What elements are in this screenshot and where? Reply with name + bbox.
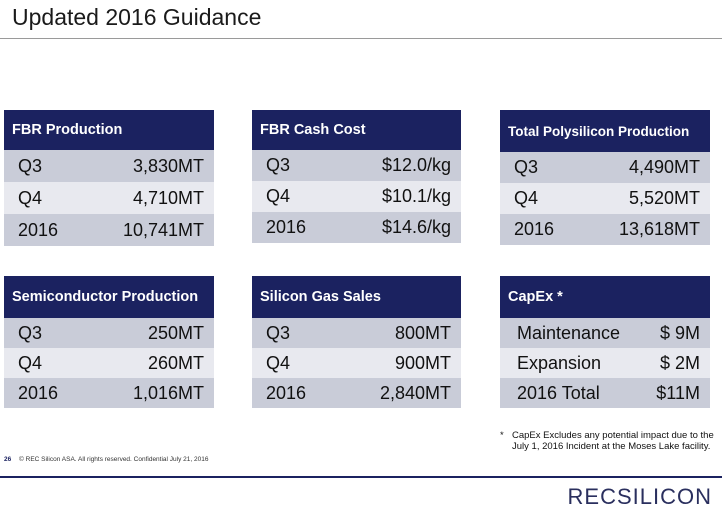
row-value: $12.0/kg (381, 155, 451, 175)
card-row: Q3 4,490MT (500, 152, 710, 183)
row-value: 260MT (147, 352, 204, 373)
row-value: 13,618MT (618, 219, 700, 239)
row-value: 2,840MT (379, 382, 451, 403)
row-label: Q3 (514, 157, 539, 177)
row-label: Maintenance (517, 322, 621, 343)
row-value: 4,490MT (628, 157, 700, 177)
card-row: Q3 3,830MT (4, 150, 214, 182)
rec-silicon-logo: RECSILICON (567, 484, 712, 509)
row-label: Q3 (266, 322, 291, 343)
row-value: 250MT (147, 322, 204, 343)
card-capex: CapEx * Maintenance $ 9M Expansion $ 2M … (500, 276, 710, 408)
row-value: 4,710MT (132, 187, 204, 208)
footnote-text: CapEx Excludes any potential impact due … (512, 430, 714, 452)
card-row: Q4 900MT (252, 348, 461, 378)
row-label: Q4 (266, 186, 291, 206)
page-title: Updated 2016 Guidance (12, 4, 262, 30)
row-value: $ 2M (659, 352, 700, 373)
page-number: 26 (4, 456, 12, 463)
row-value: 800MT (394, 322, 451, 343)
card-header: FBR Production (4, 110, 214, 150)
row-label: Q4 (514, 188, 539, 208)
row-label: 2016 (18, 219, 59, 240)
card-row: 2016 $14.6/kg (252, 212, 461, 243)
card-row: Q4 260MT (4, 348, 214, 378)
row-label: Q3 (18, 322, 43, 343)
row-value: $ 9M (659, 322, 700, 343)
row-label: 2016 (18, 382, 59, 403)
card-row: Q4 $10.1/kg (252, 181, 461, 212)
row-label: Expansion (517, 352, 602, 373)
footer-copyright: © REC Silicon ASA. All rights reserved. … (19, 456, 209, 463)
card-fbr-production: FBR Production Q3 3,830MT Q4 4,710MT 201… (4, 110, 214, 246)
row-value: $11M (656, 382, 700, 403)
card-row: 2016 13,618MT (500, 214, 710, 245)
card-row: Expansion $ 2M (500, 348, 710, 378)
row-label: Q4 (18, 352, 43, 373)
card-row: Q4 4,710MT (4, 182, 214, 214)
card-header: Silicon Gas Sales (252, 276, 461, 318)
row-label: 2016 (266, 382, 307, 403)
card-fbr-cash-cost: FBR Cash Cost Q3 $12.0/kg Q4 $10.1/kg 20… (252, 110, 461, 243)
row-label: 2016 (514, 219, 555, 239)
row-value: $14.6/kg (381, 217, 451, 237)
card-silicon-gas-sales: Silicon Gas Sales Q3 800MT Q4 900MT 2016… (252, 276, 461, 408)
card-total-polysilicon-production: Total Polysilicon Production Q3 4,490MT … (500, 110, 710, 245)
row-label: Q4 (266, 352, 291, 373)
card-row: 2016 Total $11M (500, 378, 710, 408)
footnote-marker: * (500, 430, 504, 441)
card-header: CapEx * (500, 276, 710, 318)
footer: 26 © REC Silicon ASA. All rights reserve… (4, 456, 208, 463)
row-value: 1,016MT (132, 382, 204, 403)
card-row: Q3 $12.0/kg (252, 150, 461, 181)
row-label: 2016 Total (517, 382, 600, 403)
capex-footnote: * CapEx Excludes any potential impact du… (500, 430, 715, 452)
row-value: 5,520MT (628, 188, 700, 208)
row-label: Q3 (18, 155, 43, 176)
card-header: Semiconductor Production (4, 276, 214, 318)
footer-divider (0, 476, 722, 478)
card-row: Q4 5,520MT (500, 183, 710, 214)
card-header: FBR Cash Cost (252, 110, 461, 150)
card-row: 2016 10,741MT (4, 214, 214, 246)
row-value: 3,830MT (132, 155, 204, 176)
card-row: Maintenance $ 9M (500, 318, 710, 348)
row-value: $10.1/kg (381, 186, 451, 206)
card-row: 2016 1,016MT (4, 378, 214, 408)
row-value: 900MT (394, 352, 451, 373)
row-label: 2016 (266, 217, 307, 237)
card-row: Q3 250MT (4, 318, 214, 348)
row-label: Q4 (18, 187, 43, 208)
card-header: Total Polysilicon Production (500, 110, 710, 152)
card-row: 2016 2,840MT (252, 378, 461, 408)
card-semiconductor-production: Semiconductor Production Q3 250MT Q4 260… (4, 276, 214, 408)
row-value: 10,741MT (122, 219, 204, 240)
row-label: Q3 (266, 155, 291, 175)
card-row: Q3 800MT (252, 318, 461, 348)
title-divider (0, 38, 722, 39)
